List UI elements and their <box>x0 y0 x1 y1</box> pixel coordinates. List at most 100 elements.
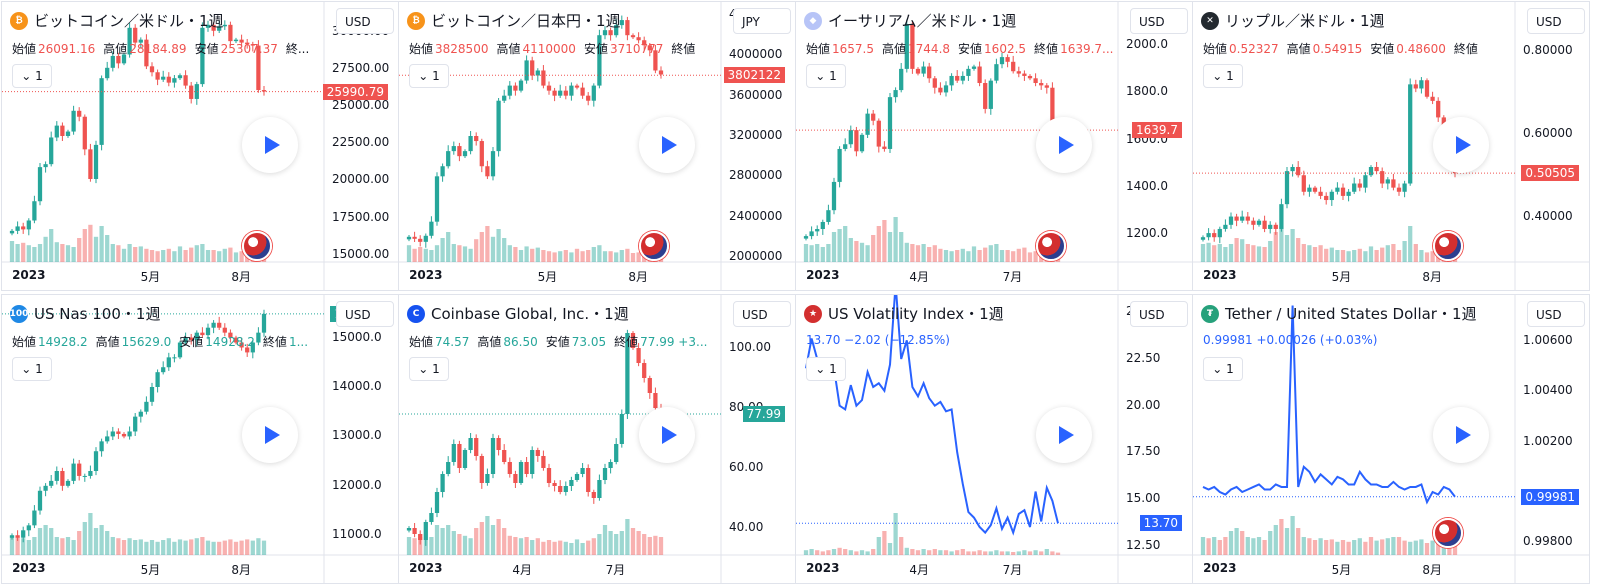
candle-body <box>479 456 484 483</box>
interval-dropdown[interactable]: ⌄ 1 <box>12 357 52 381</box>
candle-body <box>189 337 194 341</box>
symbol-header[interactable]: ₿ ビットコイン／日本円・1週 <box>407 10 621 31</box>
volume-bar <box>552 252 557 262</box>
interval-dropdown[interactable]: ⌄ 1 <box>409 64 449 88</box>
volume-bar <box>1234 238 1239 262</box>
symbol-header[interactable]: ★ US Volatility Index・1週 <box>804 303 1004 324</box>
currency-selector[interactable]: USD <box>336 301 394 327</box>
chart-card[interactable]: 15000.0 14000.0 13000.0 12000.0 11000.0 2023 5… <box>1 294 399 584</box>
candle-body <box>105 67 110 79</box>
ohlc-label: 終値 <box>1034 42 1059 56</box>
ohlc-value: 25307.37 <box>220 42 278 56</box>
volume-bar <box>166 538 171 555</box>
interval-dropdown[interactable]: ⌄ 1 <box>1203 357 1243 381</box>
candle-body <box>563 90 568 96</box>
volume-bar <box>1050 551 1055 555</box>
interval-value: 1 <box>432 362 440 376</box>
volume-bar <box>440 528 445 555</box>
chart-canvas <box>2 295 398 583</box>
chart-card[interactable]: 2000.0 1800.0 1600.0 1400.0 1200.0 2023 4月 7月 16… <box>795 1 1193 291</box>
volume-bar <box>9 241 15 262</box>
symbol-header[interactable]: ✕ リップル／米ドル・1週 <box>1201 10 1385 31</box>
volume-bar <box>1251 538 1256 555</box>
chart-card[interactable]: 4400000400000036000003200000280000024000… <box>398 1 796 291</box>
candle-body <box>99 441 104 452</box>
volume-bar <box>406 245 412 262</box>
candle-body <box>490 438 496 474</box>
volume-bar <box>406 537 412 555</box>
volume-bar <box>1430 540 1435 555</box>
volume-bar <box>1234 528 1239 555</box>
play-button[interactable] <box>639 407 695 463</box>
volume-bar <box>468 248 473 262</box>
volume-bar <box>468 538 473 555</box>
volume-bar <box>228 539 233 555</box>
volume-bar <box>1044 549 1049 555</box>
volume-bar <box>1312 247 1318 262</box>
symbol-header[interactable]: ₿ ビットコイン／米ドル・1週 <box>10 10 224 31</box>
candle-body <box>1318 191 1323 196</box>
y-tick-label: 27500.00 <box>332 61 390 76</box>
candle-body <box>261 313 267 333</box>
chart-card[interactable]: 30000.0027500.0025000.0022500.0020000.00… <box>1 1 399 291</box>
symbol-header[interactable]: 100 US Nas 100・1週 <box>10 303 160 324</box>
y-tick-label: 1.00400 <box>1523 383 1573 398</box>
play-button[interactable] <box>242 117 298 173</box>
chart-card[interactable]: 0.80000 0.60000 0.40000 2023 5月 8月 0.50505 ✕ リップ… <box>1192 1 1590 291</box>
currency-selector[interactable]: USD <box>1527 8 1585 34</box>
currency-selector[interactable]: USD <box>336 8 394 34</box>
x-tick-label: 5月 <box>140 270 161 284</box>
candle-body <box>546 468 552 483</box>
volume-bar <box>1324 540 1329 555</box>
chart-card[interactable]: 100.0080.0060.0040.0020234月7月77.99CCoinb… <box>398 294 796 584</box>
currency-selector[interactable]: USD <box>1130 301 1188 327</box>
currency-selector[interactable]: USD <box>1130 8 1188 34</box>
candle-body <box>144 401 149 412</box>
interval-dropdown[interactable]: ⌄ 1 <box>409 357 449 381</box>
volume-bar <box>569 252 574 262</box>
volume-bar <box>563 541 568 555</box>
interval-dropdown[interactable]: ⌄ 1 <box>806 64 846 88</box>
volume-bar <box>446 525 451 555</box>
interval-dropdown[interactable]: ⌄ 1 <box>1203 64 1243 88</box>
play-button[interactable] <box>639 117 695 173</box>
symbol-header[interactable]: ◆ イーサリアム／米ドル・1週 <box>804 10 1016 31</box>
currency-selector[interactable]: JPY <box>733 8 791 34</box>
volume-bar <box>530 248 535 262</box>
volume-bar <box>848 550 853 555</box>
currency-selector[interactable]: USD <box>1527 301 1585 327</box>
x-tick-label: 7月 <box>605 563 626 577</box>
play-button[interactable] <box>1433 407 1489 463</box>
candle-body <box>423 235 428 242</box>
volume-bar <box>1391 537 1396 555</box>
candle-body <box>194 84 199 99</box>
play-button[interactable] <box>1036 117 1092 173</box>
play-button[interactable] <box>1036 407 1092 463</box>
symbol-header[interactable]: ₮ Tether / United States Dollar・1週 <box>1201 303 1477 324</box>
volume-bar <box>831 549 837 555</box>
volume-bar <box>988 245 993 262</box>
currency-selector[interactable]: USD <box>733 301 791 327</box>
chart-card[interactable]: 25.0022.5020.0017.5015.0012.5020234月7月13… <box>795 294 1193 584</box>
chart-canvas <box>1193 295 1589 583</box>
y-tick-label: 0.40000 <box>1523 208 1573 223</box>
volume-bar <box>1217 540 1222 555</box>
chart-card[interactable]: 1.00600 1.00400 1.00200 0.99800 2023 5月 8月 0.99… <box>1192 294 1590 584</box>
us-flag-icon <box>242 231 272 261</box>
symbol-title: Tether / United States Dollar・1週 <box>1225 305 1477 323</box>
ohlc-value: 14928.2 <box>205 335 255 349</box>
candle-body <box>854 130 859 152</box>
play-button[interactable] <box>242 407 298 463</box>
play-button[interactable] <box>1433 117 1489 173</box>
candle-body <box>619 20 624 26</box>
y-tick-label: 12.50 <box>1126 537 1161 552</box>
candle-body <box>977 66 982 84</box>
interval-dropdown[interactable]: ⌄ 1 <box>12 64 52 88</box>
interval-dropdown[interactable]: ⌄ 1 <box>806 357 846 381</box>
candle-body <box>239 39 244 43</box>
candle-body <box>597 480 602 498</box>
volume-bar <box>205 250 211 262</box>
candle-body <box>490 151 496 177</box>
volume-bar <box>876 226 881 262</box>
symbol-header[interactable]: C Coinbase Global, Inc.・1週 <box>407 303 629 324</box>
